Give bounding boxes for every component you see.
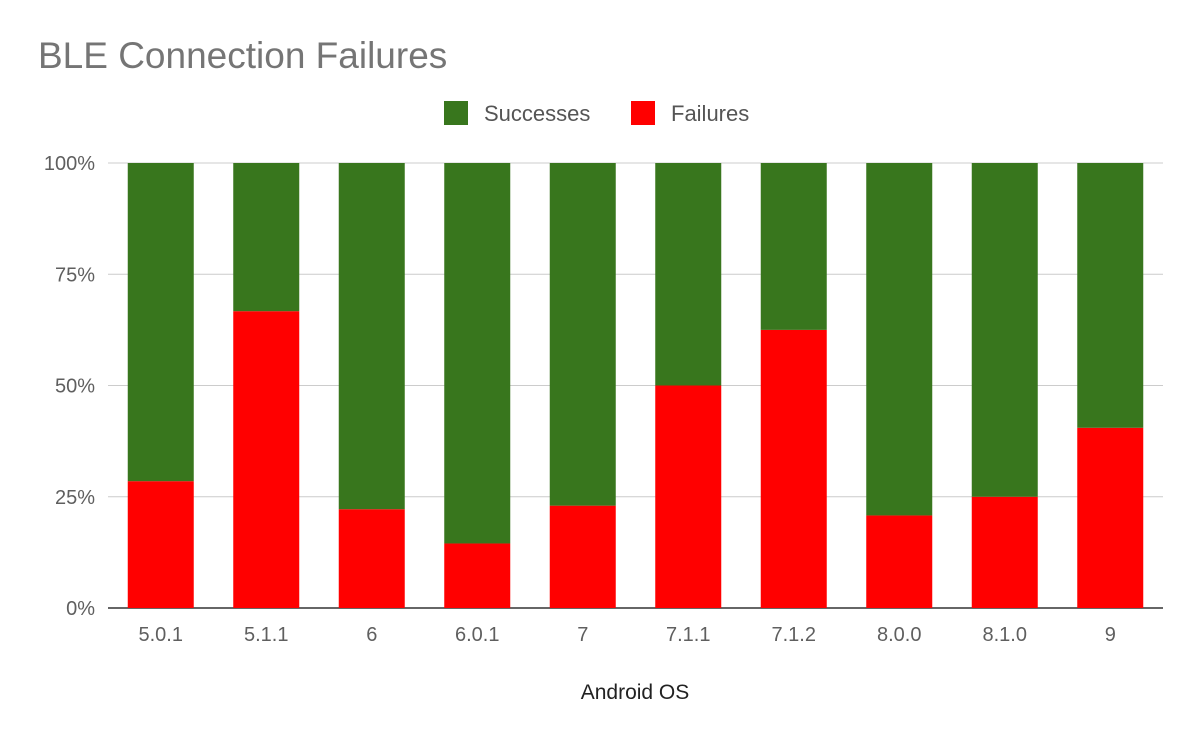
bar-failures-5-0-1 <box>127 481 194 608</box>
bar-failures-6-0-1 <box>444 543 511 608</box>
chart-title: BLE Connection Failures <box>38 35 447 76</box>
legend: Successes Failures <box>444 101 749 126</box>
bar-failures-6 <box>338 509 405 608</box>
bar-successes-5-0-1 <box>127 163 194 482</box>
bar-failures-7 <box>549 505 616 608</box>
bars <box>127 163 1144 608</box>
x-axis-ticks: 5.0.1 5.1.1 6 6.0.1 7 7.1.1 7.1.2 8.0.0 8.1.0 9 <box>139 624 1116 646</box>
y-tick-label: 50% <box>55 376 95 398</box>
bar-failures-8-1-0 <box>971 496 1038 608</box>
bar-successes-7-1-1 <box>655 163 722 386</box>
bar-successes-6-0-1 <box>444 163 511 544</box>
bar-failures-8-0-0 <box>866 515 933 608</box>
bar-successes-8-1-0 <box>971 163 1038 497</box>
legend-swatch-failures <box>631 101 655 125</box>
x-tick-label: 7 <box>577 624 588 646</box>
y-tick-label: 0% <box>66 598 95 620</box>
x-tick-label: 7.1.2 <box>772 624 816 646</box>
bar-successes-5-1-1 <box>233 163 300 312</box>
legend-swatch-successes <box>444 101 468 125</box>
y-tick-label: 75% <box>55 264 95 286</box>
bar-failures-7-1-2 <box>760 329 827 608</box>
bar-successes-7-1-2 <box>760 163 827 330</box>
bar-failures-9 <box>1077 427 1144 608</box>
x-tick-label: 5.0.1 <box>139 624 183 646</box>
y-tick-label: 25% <box>55 487 95 509</box>
x-tick-label: 7.1.1 <box>666 624 710 646</box>
x-tick-label: 5.1.1 <box>244 624 288 646</box>
bar-successes-9 <box>1077 163 1144 428</box>
bar-successes-6 <box>338 163 405 510</box>
y-axis-ticks: 0% 25% 50% 75% 100% <box>44 153 95 620</box>
bar-successes-7 <box>549 163 616 506</box>
x-tick-label: 6.0.1 <box>455 624 499 646</box>
x-axis-title: Android OS <box>581 681 690 704</box>
x-tick-label: 8.1.0 <box>983 624 1027 646</box>
x-tick-label: 8.0.0 <box>877 624 921 646</box>
bar-failures-5-1-1 <box>233 311 300 608</box>
legend-label-successes: Successes <box>484 101 590 126</box>
legend-label-failures: Failures <box>671 101 749 126</box>
bar-failures-7-1-1 <box>655 385 722 608</box>
x-tick-label: 9 <box>1105 624 1116 646</box>
x-tick-label: 6 <box>366 624 377 646</box>
bar-successes-8-0-0 <box>866 163 933 516</box>
y-tick-label: 100% <box>44 153 95 175</box>
